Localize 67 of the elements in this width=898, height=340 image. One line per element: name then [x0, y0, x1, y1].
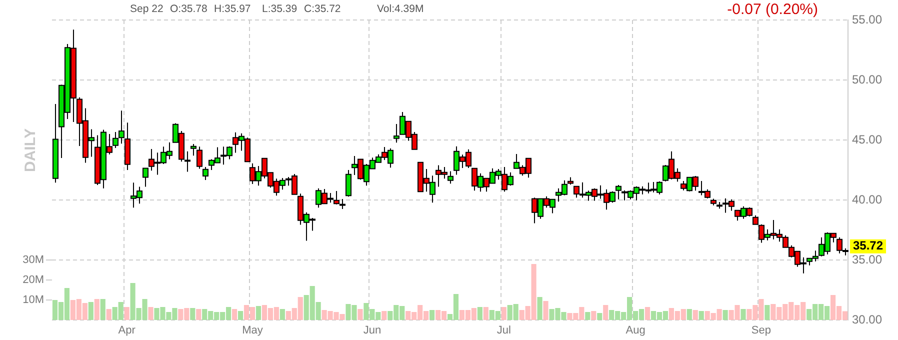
bar: [698, 311, 704, 320]
text: -0.07 (0.20%): [727, 1, 818, 18]
bar: [280, 309, 285, 320]
text: Sep 22: [130, 3, 164, 15]
bar: [543, 301, 548, 320]
text: Vol:4.39M: [377, 3, 424, 15]
bar: [483, 307, 488, 320]
bar: [94, 299, 100, 320]
x-tick-label: Sep: [751, 324, 772, 337]
bar: [238, 311, 244, 320]
text: L:35.39: [262, 3, 298, 15]
text: H:35.97: [214, 3, 251, 15]
y-tick-label: 55.00: [852, 12, 882, 26]
candlestick: [190, 143, 196, 156]
bar: [537, 297, 542, 320]
bar: [430, 310, 435, 320]
y-tick-label: 35.00: [852, 252, 882, 266]
x-tick-label: Jun: [363, 324, 382, 337]
bar: [232, 309, 238, 320]
bar: [358, 309, 363, 320]
candlestick: [118, 110, 124, 144]
bar: [644, 307, 650, 320]
candlestick: [334, 190, 340, 205]
bar: [591, 311, 596, 320]
bar: [686, 309, 692, 320]
bar: [382, 311, 387, 320]
y2-tick-label: 30M: [22, 254, 44, 266]
text: O:35.78: [170, 3, 208, 15]
y-tick-label: 40.00: [852, 192, 882, 206]
bar: [692, 310, 698, 320]
bar: [196, 309, 202, 320]
bar: [100, 299, 106, 320]
candlestick: [202, 166, 208, 180]
bar: [88, 302, 94, 320]
bar: [597, 313, 602, 320]
x-tick-label: Apr: [118, 324, 136, 337]
bar: [190, 308, 196, 320]
x-tick-label: Jul: [496, 324, 511, 337]
candlestick: [448, 170, 454, 184]
bar: [106, 309, 112, 320]
bar: [603, 305, 608, 320]
x-tick-label: Aug: [626, 324, 646, 337]
y-tick-label: 45.00: [852, 132, 882, 146]
candlestick: [346, 170, 352, 198]
y2-tick-label: 10M: [22, 294, 44, 306]
x-tick-label: May: [242, 324, 264, 337]
bar: [477, 307, 482, 320]
candlestick: [112, 131, 118, 149]
bar: [501, 307, 506, 320]
text: 35.72: [853, 238, 884, 253]
bar: [722, 310, 728, 320]
candlestick: [196, 146, 202, 170]
y-tick-label: 30.00: [852, 312, 882, 326]
bar: [585, 312, 590, 320]
y2-tick-label: 20M: [22, 274, 44, 286]
candlestick: [616, 184, 622, 200]
y-tick-label: 50.00: [852, 72, 882, 86]
bar: [124, 307, 130, 320]
bar: [148, 307, 154, 320]
candlestick: [184, 150, 190, 172]
bar: [740, 309, 746, 320]
bar: [764, 305, 770, 320]
candlestick: [394, 124, 400, 144]
candlestick: [340, 198, 346, 210]
text: C:35.72: [304, 3, 341, 15]
bar: [256, 306, 262, 320]
candlestick: [142, 168, 148, 188]
